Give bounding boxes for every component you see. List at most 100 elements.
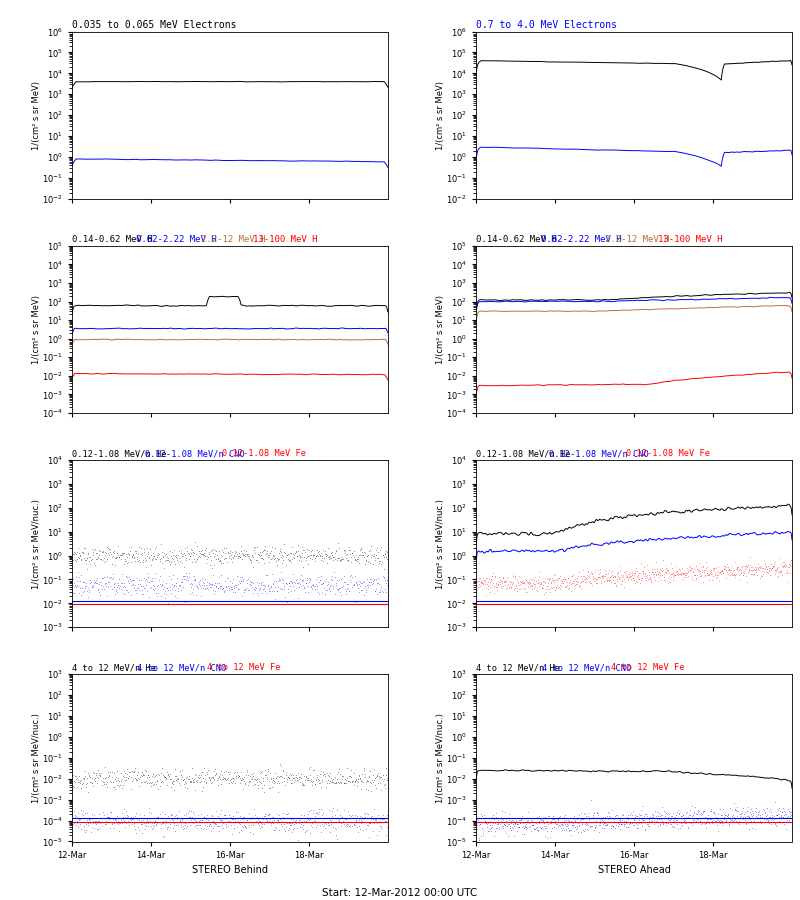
Point [325, 814, 338, 828]
Point [710, 565, 723, 580]
Point [698, 569, 711, 583]
Point [319, 549, 332, 563]
Point [77, 776, 90, 790]
Point [720, 811, 733, 825]
Point [546, 571, 558, 585]
Point [295, 550, 308, 564]
Point [294, 549, 306, 563]
Point [287, 771, 300, 786]
Point [275, 817, 288, 832]
Point [499, 814, 512, 828]
Point [488, 824, 501, 839]
Point [361, 549, 374, 563]
Point [160, 772, 173, 787]
Point [627, 565, 640, 580]
Point [616, 574, 629, 589]
Point [221, 545, 234, 560]
Point [180, 771, 193, 786]
Point [67, 773, 80, 788]
Point [198, 548, 211, 562]
Point [735, 806, 748, 821]
Point [242, 814, 254, 829]
Point [620, 814, 633, 828]
Point [255, 551, 268, 565]
Point [330, 776, 342, 790]
Point [327, 579, 340, 593]
Point [781, 809, 794, 824]
Point [238, 548, 250, 562]
Point [578, 568, 590, 582]
Point [326, 580, 339, 595]
Point [146, 823, 158, 837]
Point [380, 585, 393, 599]
Point [656, 568, 669, 582]
Point [72, 564, 85, 579]
Point [170, 576, 182, 590]
Point [126, 577, 139, 591]
Point [470, 818, 483, 832]
Point [142, 819, 155, 833]
Point [767, 559, 780, 573]
Point [482, 815, 494, 830]
Point [568, 814, 581, 829]
Point [273, 552, 286, 566]
Point [720, 564, 733, 579]
Point [699, 555, 712, 570]
Point [170, 772, 182, 787]
Point [330, 803, 343, 817]
Point [278, 817, 290, 832]
Point [566, 815, 579, 830]
Point [732, 560, 745, 574]
Point [568, 824, 581, 838]
Point [376, 547, 389, 562]
Point [162, 815, 175, 830]
Point [80, 556, 93, 571]
Point [499, 575, 512, 590]
Point [221, 571, 234, 585]
Point [136, 582, 149, 597]
Point [300, 773, 313, 788]
Point [643, 810, 656, 824]
Point [695, 816, 708, 831]
Point [621, 567, 634, 581]
Point [295, 817, 308, 832]
Point [639, 572, 652, 587]
Point [331, 814, 344, 828]
Point [723, 801, 736, 815]
Point [740, 558, 753, 572]
Point [528, 822, 541, 836]
Point [378, 814, 391, 828]
Point [289, 814, 302, 828]
Point [201, 819, 214, 833]
Point [235, 815, 248, 830]
Point [228, 548, 241, 562]
Point [194, 817, 206, 832]
Point [330, 543, 342, 557]
Point [607, 820, 620, 834]
Point [306, 815, 319, 830]
Point [733, 814, 746, 828]
Point [595, 821, 608, 835]
Point [310, 770, 323, 784]
Point [562, 580, 575, 595]
Point [73, 775, 86, 789]
Point [586, 810, 599, 824]
Point [616, 807, 629, 822]
Point [532, 575, 545, 590]
Point [299, 576, 312, 590]
Point [598, 573, 610, 588]
Point [139, 819, 152, 833]
Point [156, 761, 169, 776]
Point [366, 574, 379, 589]
Point [539, 821, 552, 835]
Point [73, 812, 86, 826]
Point [170, 548, 182, 562]
Point [335, 571, 348, 585]
Point [718, 812, 730, 826]
Point [128, 578, 141, 592]
Point [110, 550, 122, 564]
Point [518, 581, 531, 596]
Point [673, 810, 686, 824]
Point [703, 567, 716, 581]
Point [229, 812, 242, 826]
